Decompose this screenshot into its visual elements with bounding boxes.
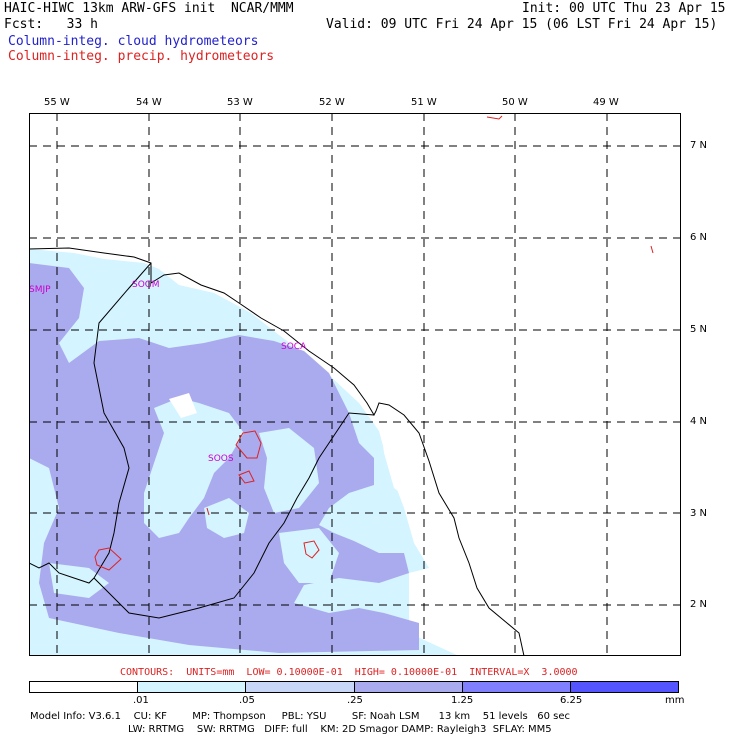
chart-title: HAIC-HIWC 13km ARW-GFS init NCAR/MMM — [4, 1, 294, 16]
model-info-line1: Model Info: V3.6.1 CU: KF MP: Thompson P… — [30, 711, 570, 722]
cloud-light-region — [169, 393, 197, 418]
colorbar-label: .01 — [133, 695, 149, 706]
colorbar-swatch — [246, 682, 355, 692]
lat-label: 6 N — [690, 232, 708, 243]
lon-label: 52 W — [319, 97, 345, 108]
colorbar-swatch — [138, 682, 247, 692]
lon-label: 55 W — [44, 97, 70, 108]
station-label: SOGM — [132, 280, 160, 290]
cloud-light-region — [204, 498, 249, 538]
colorbar-label: .05 — [239, 695, 255, 706]
contours-info: CONTOURS: UNITS=mm LOW= 0.10000E-01 HIGH… — [120, 667, 578, 678]
precip-contours — [94, 115, 654, 571]
lon-label: 54 W — [136, 97, 162, 108]
lat-label: 2 N — [690, 599, 708, 610]
colorbar-units: mm — [665, 695, 685, 706]
field-label-cloud: Column-integ. cloud hydrometeors — [8, 34, 259, 49]
station-label: SOCA — [281, 342, 307, 352]
cloud-medium-region — [29, 318, 54, 353]
map-panel: SMJP SOGM SOCA SOOS — [29, 113, 681, 656]
colorbar-swatch — [30, 682, 139, 692]
colorbar-label: .25 — [347, 695, 363, 706]
colorbar-swatch — [570, 682, 679, 692]
colorbar-swatch — [462, 682, 571, 692]
station-label: SOOS — [208, 454, 234, 464]
colorbar-swatch — [354, 682, 463, 692]
cloud-light-region — [49, 563, 109, 598]
lon-label: 51 W — [411, 97, 437, 108]
colorbar-label: 1.25 — [451, 695, 474, 706]
lat-label: 7 N — [690, 140, 708, 151]
lon-label: 53 W — [227, 97, 253, 108]
valid-time: Valid: 09 UTC Fri 24 Apr 15 (06 LST Fri … — [326, 17, 718, 32]
lat-label: 5 N — [690, 324, 708, 335]
forecast-hour: Fcst: 33 h — [4, 17, 98, 32]
cloud-light-region — [259, 428, 319, 513]
field-label-precip: Column-integ. precip. hydrometeors — [8, 49, 275, 64]
colorbar-label: 6.25 — [560, 695, 583, 706]
cloud-light-region — [144, 398, 244, 538]
coastline — [29, 247, 525, 656]
lon-label: 49 W — [593, 97, 619, 108]
lon-label: 50 W — [502, 97, 528, 108]
map-frame — [29, 113, 681, 656]
model-info-line2: LW: RRTMG SW: RRTMG DIFF: full KM: 2D Sm… — [128, 724, 552, 735]
init-time: Init: 00 UTC Thu 23 Apr 15 — [522, 1, 726, 16]
lat-label: 3 N — [690, 508, 708, 519]
lat-label: 4 N — [690, 416, 708, 427]
colorbar — [29, 681, 679, 693]
graticule — [29, 113, 681, 656]
station-label: SMJP — [29, 285, 51, 295]
